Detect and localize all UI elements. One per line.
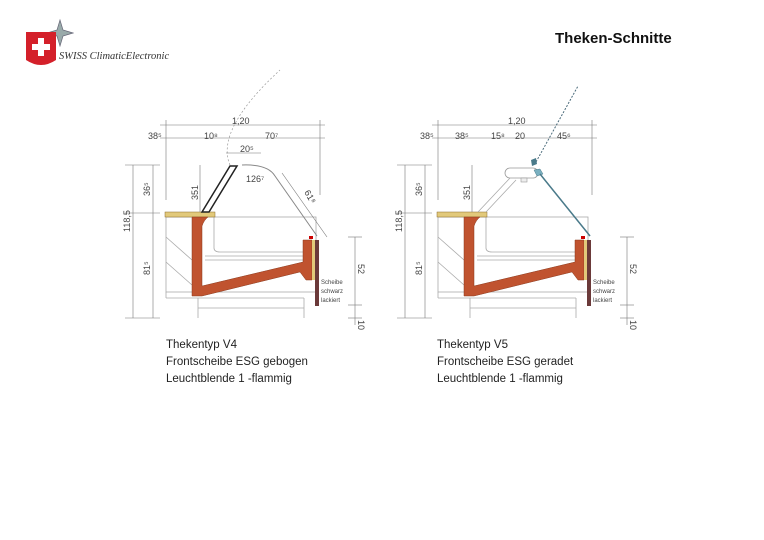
dim-glass: 61⁸	[302, 188, 318, 205]
dim-d4: 45⁶	[557, 131, 571, 141]
note-line-3: lackiert	[321, 298, 340, 304]
dim-inner: 351	[190, 185, 200, 200]
page-title: Theken-Schnitte	[555, 30, 672, 47]
brand-name: SWISS ClimaticElectronic	[59, 51, 170, 62]
dim-d2: 15⁸	[491, 131, 505, 141]
dim-total-width: 1,20	[232, 116, 250, 126]
dim-total-height: 118,5	[122, 210, 132, 232]
dim-total-height: 118,5	[394, 210, 404, 232]
dim-lower-height: 81⁵	[142, 261, 152, 275]
dim-total-width: 1,20	[508, 116, 526, 126]
dim-upper-height: 36⁵	[142, 182, 152, 196]
note-line-1: Scheibe	[321, 280, 343, 286]
caption-glass: Frontscheibe ESG gebogen	[166, 356, 308, 368]
dim-overhang: 38⁵	[148, 131, 162, 141]
compass-rose-icon	[45, 18, 74, 48]
note-line-2: schwarz	[321, 289, 343, 295]
dim-d3: 20⁵	[240, 144, 254, 154]
caption-glass: Frontscheibe ESG geradet	[437, 356, 574, 368]
caption-v4: Thekentyp V4 Frontscheibe ESG gebogen Le…	[166, 337, 308, 388]
dim-d3: 20	[515, 131, 525, 141]
light-arm	[477, 177, 517, 213]
dim-upper-height: 36⁵	[414, 182, 424, 196]
light-panel	[200, 165, 239, 213]
dim-d1: 10⁸	[204, 131, 218, 141]
caption-v5: Thekentyp V5 Frontscheibe ESG geradet Le…	[437, 337, 573, 388]
caption-type: Thekentyp V4	[166, 339, 237, 351]
diagram-v5: 38⁵ 1,20 38⁵ 15⁸ 20 45⁶ 118,5 36⁵ 81⁵ 35…	[394, 85, 638, 330]
caption-light: Leuchtblende 1 -flammig	[166, 373, 292, 385]
dim-front-height: 52	[356, 264, 366, 274]
caption-type: Thekentyp V5	[437, 339, 508, 351]
note-line-3: lackiert	[593, 298, 612, 304]
glass-front-curved	[241, 164, 318, 237]
caption-light: Leuchtblende 1 -flammig	[437, 373, 563, 385]
dim-angle: 126⁷	[246, 174, 264, 184]
dim-d1: 38⁵	[455, 131, 469, 141]
note-line-1: Scheibe	[593, 280, 615, 286]
dim-inner: 351	[462, 185, 472, 200]
dim-foot: 10	[356, 320, 366, 330]
dim-foot: 10	[628, 320, 638, 330]
dim-d2: 70⁷	[265, 131, 278, 141]
dim-overhang: 38⁵	[420, 131, 434, 141]
logo	[26, 18, 74, 65]
dim-lower-height: 81⁵	[414, 261, 424, 275]
dim-front-height: 52	[628, 264, 638, 274]
diagram-v4: 38⁵ 1,20 10⁸ 70⁷ 20⁵ 126⁷ 61⁸ 118,5 36⁵ …	[122, 69, 366, 330]
glass-front-straight	[539, 173, 591, 237]
note-line-2: schwarz	[593, 289, 615, 295]
